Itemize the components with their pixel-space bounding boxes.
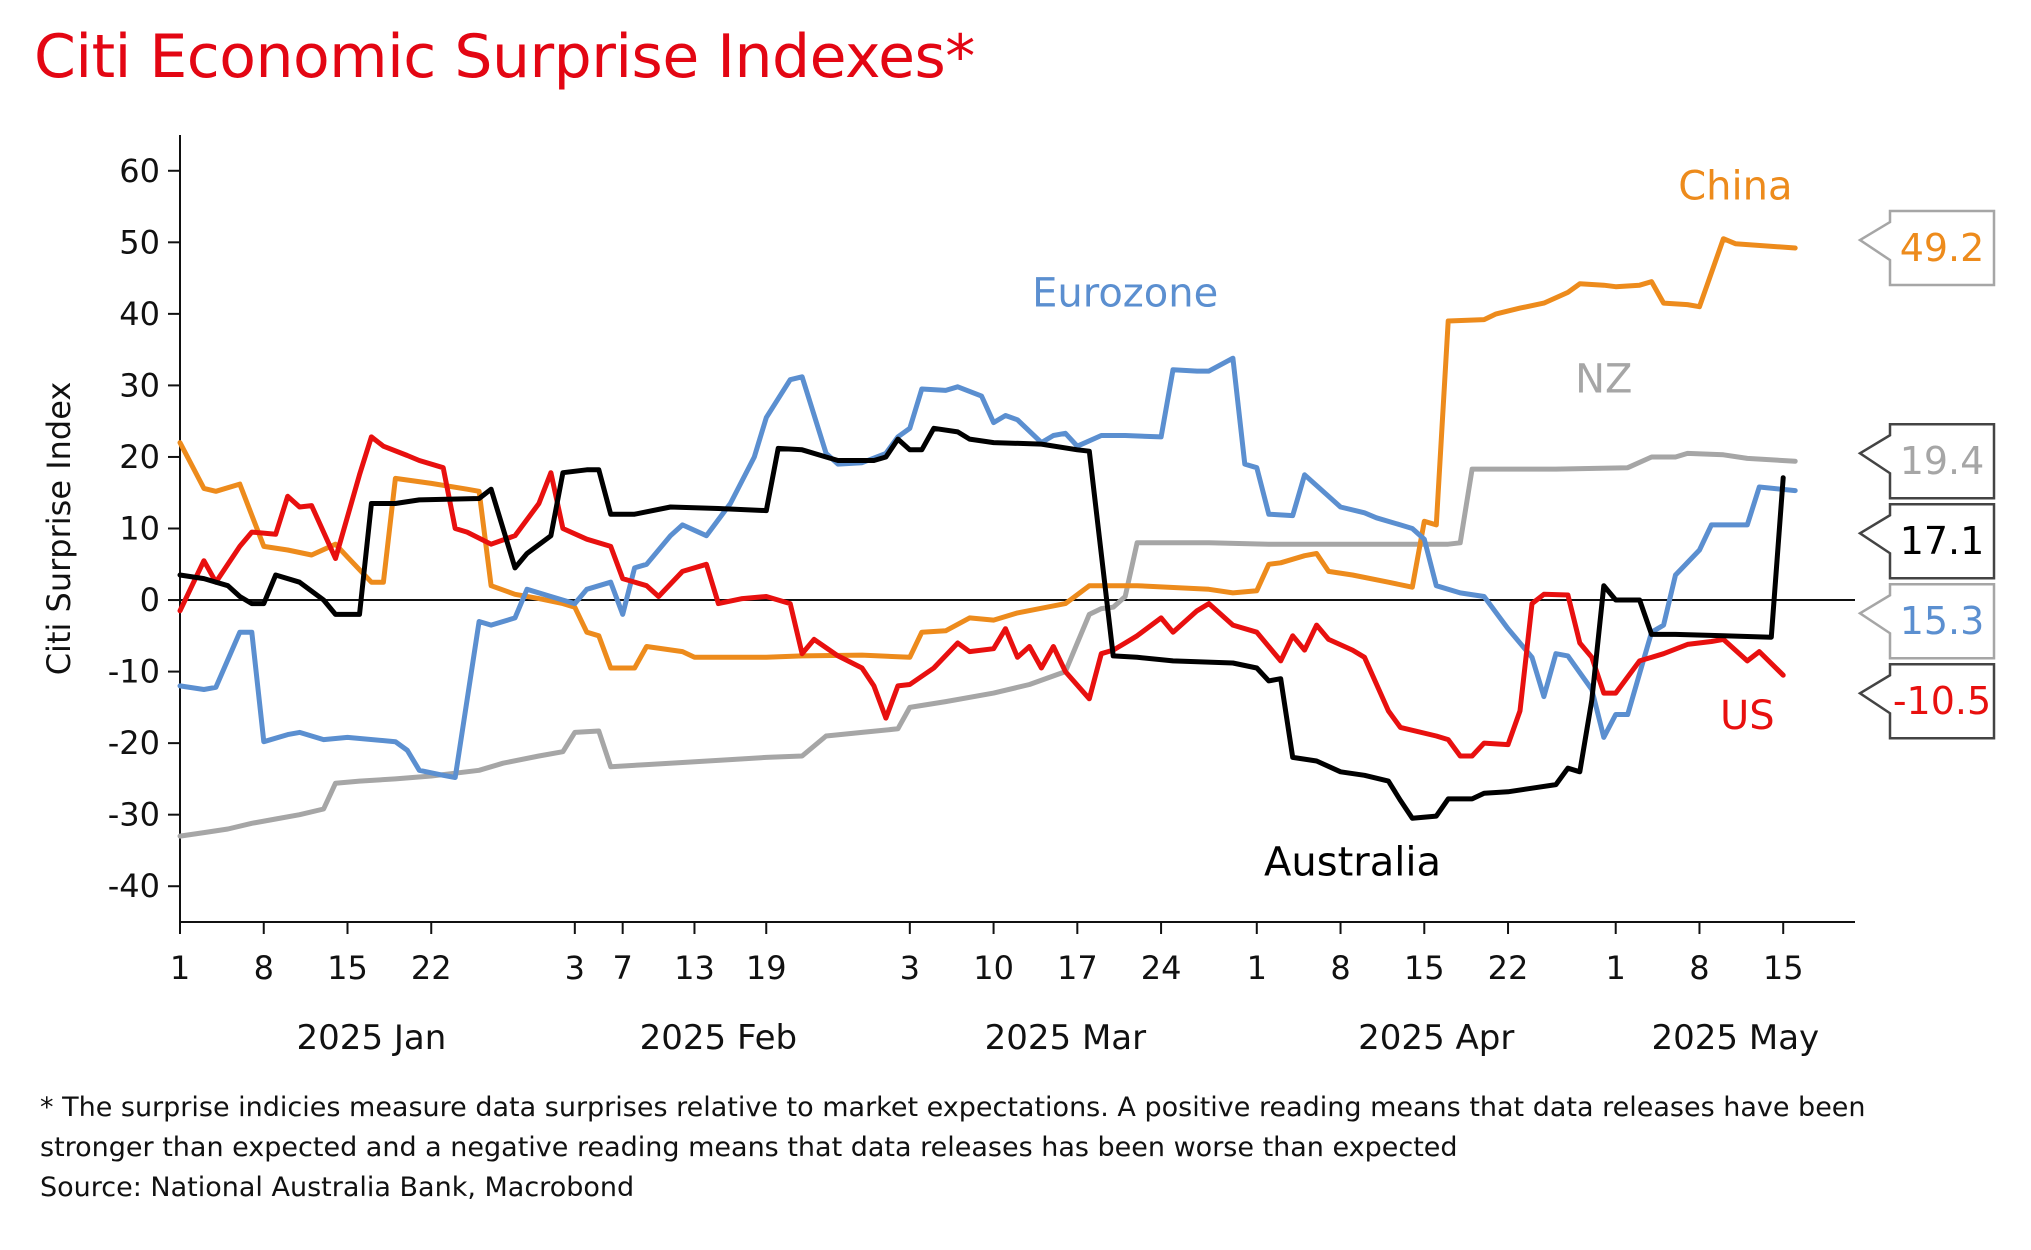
series-line-eurozone [177, 355, 1798, 780]
x-tick-label: 8 [1689, 949, 1709, 987]
x-tick-label: 1 [1247, 949, 1267, 987]
footnote-line-2: stronger than expected and a negative re… [40, 1132, 1458, 1163]
x-tick-label: 3 [900, 949, 920, 987]
series-line-china [177, 236, 1798, 671]
callout-box-australia [1857, 502, 1996, 580]
y-tick-label: 0 [140, 581, 160, 619]
callout-value-nz: 19.4 [1900, 439, 1985, 483]
x-tick-label: 1 [1606, 949, 1626, 987]
x-tick-label: 7 [612, 949, 632, 987]
last-value-callouts: 49.2 19.4 17.1 15.3 -10.5 [1857, 209, 1996, 740]
x-tick-label: 13 [674, 949, 715, 987]
x-tick-label: 1 [170, 949, 190, 987]
x-tick-label: 17 [1057, 949, 1098, 987]
y-tick-label: -20 [108, 724, 160, 762]
source-note: Source: National Australia Bank, Macrobo… [40, 1172, 635, 1203]
callout-value-eurozone: 15.3 [1900, 599, 1985, 643]
callout-value-us: -10.5 [1893, 679, 1991, 723]
series-labels: NZ China Eurozone US Australia [1032, 163, 1792, 885]
y-tick-label: 40 [119, 295, 160, 333]
y-tick-label: -30 [108, 796, 160, 834]
footnote-line-1: * The surprise indicies measure data sur… [40, 1092, 1866, 1123]
callout-box-china [1857, 209, 1996, 287]
chart-title: Citi Economic Surprise Indexes* [34, 22, 975, 92]
footnote: * The surprise indicies measure data sur… [40, 1088, 2010, 1208]
x-tick-label: 22 [1488, 949, 1529, 987]
y-tick-label: 60 [119, 152, 160, 190]
series-label-nz: NZ [1575, 357, 1632, 403]
x-tick-label: 15 [327, 949, 368, 987]
x-tick-label: 15 [1763, 949, 1804, 987]
month-label: 2025 Mar [985, 1018, 1147, 1058]
month-label: 2025 Jan [297, 1018, 447, 1058]
series-label-us: US [1720, 693, 1775, 739]
x-tick-label: 15 [1404, 949, 1445, 987]
series-label-china: China [1678, 163, 1792, 209]
x-tick-label: 22 [411, 949, 452, 987]
x-tick-label: 19 [746, 949, 787, 987]
y-tick-label: 50 [119, 223, 160, 261]
callout-box-nz [1857, 422, 1996, 500]
callout-value-china: 49.2 [1900, 226, 1985, 270]
y-axis-label: Citi Surprise Index [40, 382, 78, 676]
y-tick-label: -40 [108, 867, 160, 905]
month-label: 2025 May [1652, 1018, 1820, 1058]
x-tick-label: 8 [1330, 949, 1350, 987]
y-tick-label: 20 [119, 438, 160, 476]
month-label: 2025 Feb [640, 1018, 798, 1058]
month-label: 2025 Apr [1358, 1018, 1514, 1058]
series-label-australia: Australia [1264, 839, 1441, 885]
x-tick-label: 10 [973, 949, 1014, 987]
callout-box-us [1857, 662, 1996, 740]
x-tick-label: 24 [1141, 949, 1182, 987]
series-line-australia [177, 425, 1786, 821]
series-label-eurozone: Eurozone [1032, 271, 1218, 317]
callout-box-eurozone [1857, 582, 1996, 660]
y-tick-label: -10 [108, 653, 160, 691]
callout-value-australia: 17.1 [1900, 519, 1985, 563]
series-line-nz [177, 450, 1798, 839]
y-tick-label: 10 [119, 510, 160, 548]
x-tick-label: 8 [254, 949, 274, 987]
series-layer [177, 236, 1798, 839]
x-tick-label: 3 [565, 949, 585, 987]
y-tick-label: 30 [119, 366, 160, 404]
series-line-us [177, 434, 1786, 759]
